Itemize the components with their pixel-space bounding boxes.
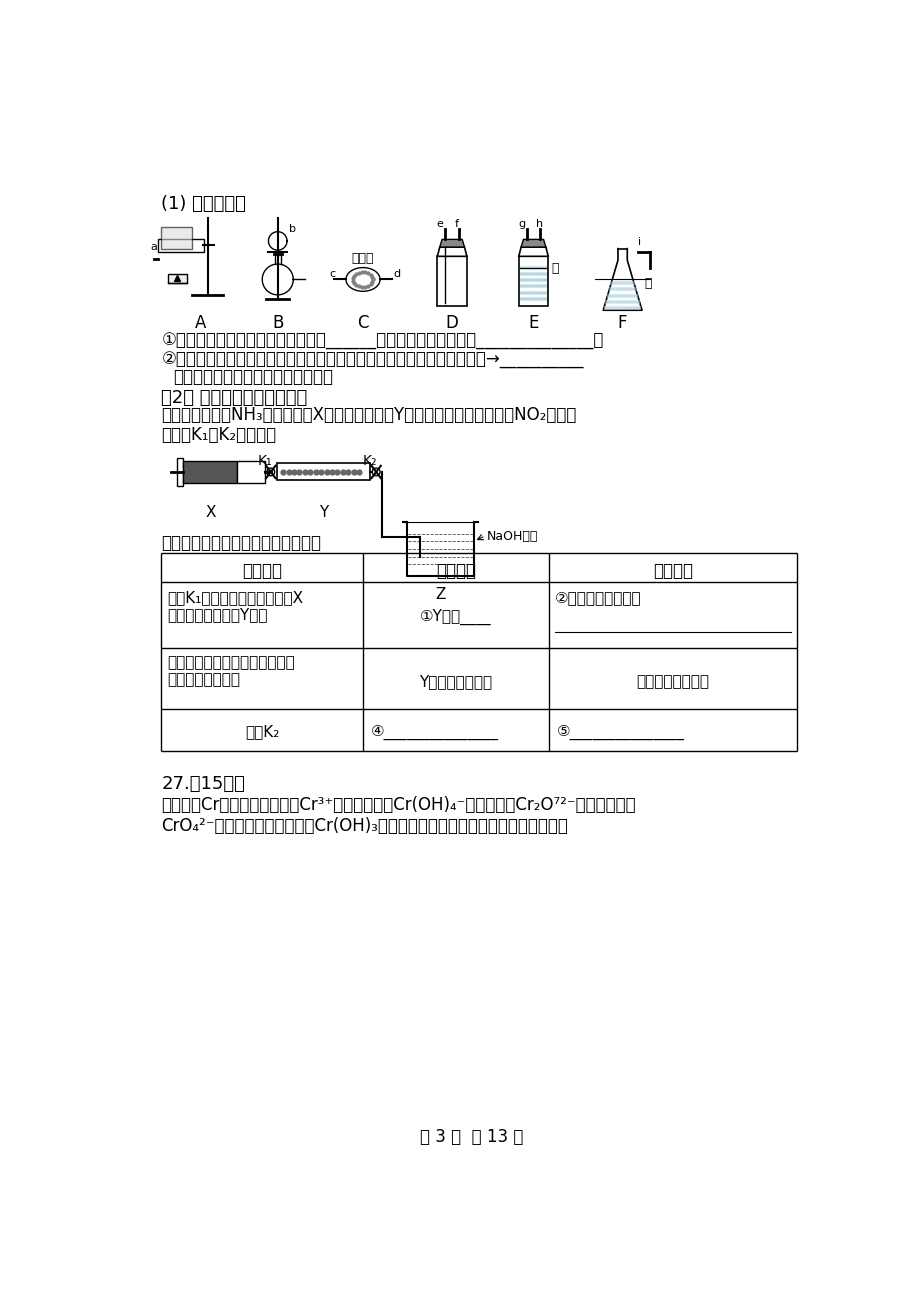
- Text: f: f: [454, 219, 458, 229]
- Bar: [157, 238, 204, 253]
- Text: Z: Z: [435, 587, 445, 603]
- Text: 27.（15分）: 27.（15分）: [162, 775, 245, 793]
- Text: CrO₄²⁻（黄色）等形式存在。Cr(OH)₃为难溶于水的灰蓝色固体，回答下列问题：: CrO₄²⁻（黄色）等形式存在。Cr(OH)₃为难溶于水的灰蓝色固体，回答下列问…: [162, 816, 568, 835]
- Text: F: F: [618, 314, 627, 332]
- Text: 打开K₁，推动注射器活塞，使X: 打开K₁，推动注射器活塞，使X: [167, 590, 303, 604]
- Text: 水: 水: [643, 277, 652, 290]
- Bar: [237, 461, 265, 483]
- Text: ②反应的化学方程式: ②反应的化学方程式: [554, 590, 641, 604]
- Text: E: E: [528, 314, 539, 332]
- Text: 元素铬（Cr）在溶液中主要以Cr³⁺（蓝紫色）、Cr(OH)₄⁻（绿色）、Cr₂O⁷²⁻（橙红色）、: 元素铬（Cr）在溶液中主要以Cr³⁺（蓝紫色）、Cr(OH)₄⁻（绿色）、Cr₂…: [162, 796, 635, 814]
- Text: 在一定温度下按图示装置进行实验。: 在一定温度下按图示装置进行实验。: [162, 534, 321, 552]
- Text: 将注射器活塞退回原处并固定，: 将注射器活塞退回原处并固定，: [167, 655, 295, 671]
- Text: i: i: [638, 237, 641, 247]
- Text: h: h: [535, 219, 542, 229]
- Bar: [518, 256, 548, 306]
- Text: 打开K₂: 打开K₂: [244, 724, 279, 740]
- Text: NaOH溶液: NaOH溶液: [486, 530, 538, 543]
- Polygon shape: [518, 247, 548, 256]
- Polygon shape: [437, 247, 466, 256]
- Text: 第 3 页  共 13 页: 第 3 页 共 13 页: [419, 1128, 523, 1146]
- Text: b: b: [289, 224, 295, 233]
- Bar: [162, 227, 192, 249]
- Text: Y管中有少量水珠: Y管中有少量水珠: [419, 674, 492, 690]
- Text: K₁: K₁: [257, 454, 272, 469]
- Text: ④_______________: ④_______________: [370, 724, 498, 740]
- Text: ⑤_______________: ⑤_______________: [556, 724, 684, 740]
- Text: C: C: [357, 314, 369, 332]
- Polygon shape: [439, 240, 464, 247]
- Text: X: X: [205, 505, 215, 519]
- Text: d: d: [392, 270, 400, 279]
- Text: （按气流方向，用小写字母表示）。: （按气流方向，用小写字母表示）。: [173, 368, 333, 385]
- Bar: [277, 464, 369, 480]
- Text: e: e: [437, 219, 443, 229]
- Bar: [437, 256, 466, 306]
- Text: B: B: [272, 314, 283, 332]
- Bar: [167, 273, 187, 284]
- Bar: [176, 458, 183, 486]
- Text: 水: 水: [550, 262, 558, 275]
- Text: （2） 氨气与二氧化氮的反应: （2） 氨气与二氧化氮的反应: [162, 389, 308, 406]
- Text: D: D: [445, 314, 458, 332]
- Text: 解释原因: 解释原因: [652, 562, 692, 579]
- Text: (1) 氨气的制备: (1) 氨气的制备: [162, 195, 246, 212]
- Text: ②欲收集一瓶干燥的氨气，选择上图中的装置，其连接顺序为：发生装置→__________: ②欲收集一瓶干燥的氨气，选择上图中的装置，其连接顺序为：发生装置→_______…: [162, 352, 584, 368]
- Text: 生态的气态水凝聚: 生态的气态水凝聚: [636, 674, 709, 690]
- Text: 实验现象: 实验现象: [436, 562, 475, 579]
- Bar: [183, 461, 237, 483]
- Text: ①Y管中____: ①Y管中____: [420, 609, 492, 625]
- Text: Y: Y: [319, 505, 328, 519]
- Text: 碱石灰: 碱石灰: [351, 253, 374, 266]
- Text: 将上述收集到的NH₃充入注射器X中，硬质玻璃管Y中加入少量催化剂，充入NO₂（两端: 将上述收集到的NH₃充入注射器X中，硬质玻璃管Y中加入少量催化剂，充入NO₂（两…: [162, 406, 576, 424]
- Text: c: c: [329, 270, 335, 279]
- Text: A: A: [194, 314, 206, 332]
- Text: g: g: [517, 219, 525, 229]
- Text: K₂: K₂: [362, 454, 377, 469]
- Text: 操作步骤: 操作步骤: [242, 562, 282, 579]
- Text: 中的气体缓慢通入Y管中: 中的气体缓慢通入Y管中: [167, 607, 268, 621]
- Text: 用夹子K₁、K₂夹好）。: 用夹子K₁、K₂夹好）。: [162, 426, 277, 444]
- Text: 待装置恢复到温室: 待装置恢复到温室: [167, 672, 241, 687]
- Text: ①氨气的发生装置可以选择上图中的______，反应的化学方程式为______________。: ①氨气的发生装置可以选择上图中的______，反应的化学方程式为________…: [162, 332, 603, 350]
- Text: a: a: [151, 242, 157, 253]
- Polygon shape: [520, 240, 545, 247]
